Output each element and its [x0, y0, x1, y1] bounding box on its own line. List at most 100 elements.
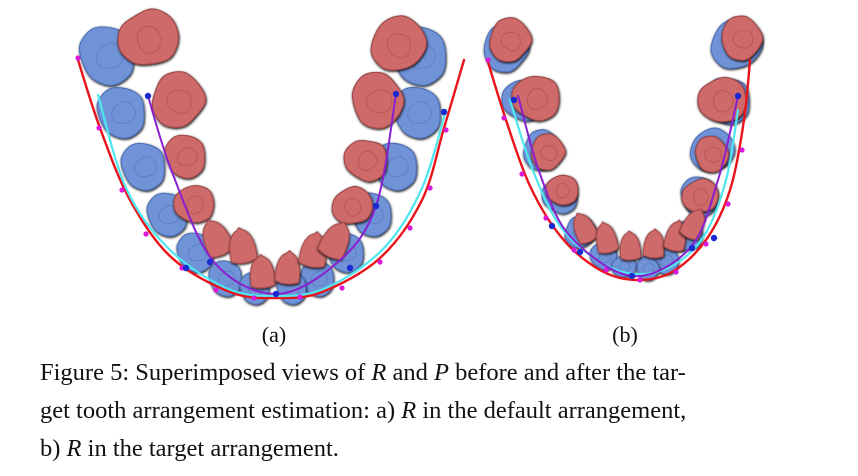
control-point-magenta	[673, 269, 679, 275]
control-point-magenta	[519, 171, 525, 177]
outer-arch-curve	[486, 58, 752, 282]
control-point-magenta	[339, 285, 345, 291]
control-point-magenta	[485, 57, 491, 63]
tooth-p-blue-groove	[218, 270, 236, 287]
tooth-r-red-groove	[386, 33, 411, 59]
tooth-r-red-groove	[712, 89, 734, 113]
figure	[75, 8, 764, 305]
tooth-p-blue	[96, 87, 145, 139]
control-point-magenta	[603, 267, 609, 273]
caption-text: in the target arrangement.	[81, 435, 339, 462]
subfigure-label-a: (a)	[261, 322, 287, 347]
dental-arch-figure	[75, 8, 764, 305]
tooth-r-incisor	[229, 227, 258, 264]
control-point-magenta	[96, 125, 102, 131]
tooth-p-blue-groove	[95, 42, 124, 69]
tooth-r-red	[531, 133, 566, 171]
caption-variable-R: R	[66, 435, 82, 462]
caption-text: in the default arrangement,	[416, 397, 687, 424]
tooth-r-incisor	[317, 221, 350, 260]
tooth-r-red-groove	[555, 183, 571, 199]
tooth-r-red-groove	[357, 150, 378, 171]
control-point-blue	[144, 92, 152, 100]
control-point-magenta	[637, 277, 643, 283]
tooth-r-red-groove	[526, 87, 549, 111]
tooth-p-blue-groove	[386, 156, 409, 178]
tooth-r-incisor	[573, 212, 599, 245]
control-point-magenta	[703, 241, 709, 247]
tooth-r-red	[370, 15, 427, 71]
tooth-r-incisor	[596, 221, 619, 254]
control-point-magenta	[213, 287, 219, 293]
control-point-blue	[272, 290, 280, 298]
tooth-r-red-groove	[344, 197, 362, 217]
control-point-magenta	[407, 225, 413, 231]
tooth-r-incisor	[249, 253, 276, 289]
tooth-r-red-groove	[732, 29, 754, 49]
control-point-magenta	[75, 55, 81, 61]
tooth-r-red	[489, 17, 533, 63]
control-point-magenta	[427, 185, 433, 191]
tooth-p-blue-groove	[111, 101, 136, 125]
tooth-r-incisor	[642, 228, 665, 259]
tooth-r-red-groove	[540, 145, 558, 162]
control-point-blue	[548, 222, 556, 230]
tooth-r-red	[721, 15, 764, 61]
tooth-r-red-groove	[176, 146, 198, 167]
tooth-r-incisor	[202, 219, 235, 258]
subfigure-label-b: (b)	[612, 322, 638, 347]
control-point-magenta	[297, 294, 303, 300]
control-point-magenta	[725, 201, 731, 207]
control-point-blue	[576, 248, 584, 256]
caption-line-1: Figure 5: Superimposed views of R and P …	[40, 354, 830, 392]
tooth-r-incisor	[274, 249, 301, 285]
caption-text: b)	[40, 435, 67, 462]
tooth-r-red-groove	[366, 89, 393, 114]
control-point-magenta	[377, 259, 383, 265]
caption-variable-P: P	[434, 359, 449, 386]
control-point-blue	[510, 96, 518, 104]
tooth-r-red	[697, 76, 747, 123]
control-point-magenta	[251, 295, 257, 301]
tooth-r-red-groove	[166, 89, 192, 115]
tooth-r-red-groove	[704, 146, 722, 163]
tooth-r-incisor	[619, 230, 642, 261]
control-point-magenta	[501, 115, 507, 121]
control-point-magenta	[143, 231, 149, 237]
control-point-blue	[182, 264, 190, 272]
tooth-r-red	[331, 185, 373, 225]
caption-text: and	[386, 359, 434, 386]
tooth-p-blue	[120, 142, 165, 191]
control-point-blue	[440, 108, 448, 116]
control-point-blue	[628, 272, 636, 280]
caption-variable-R: R	[401, 397, 417, 424]
control-point-blue	[688, 244, 696, 252]
control-point-magenta	[543, 215, 549, 221]
control-point-blue	[710, 234, 718, 242]
figure-caption: Figure 5: Superimposed views of R and P …	[40, 354, 830, 468]
tooth-r-red-groove	[186, 195, 205, 215]
tooth-p-blue-groove	[407, 101, 432, 125]
caption-line-3: b) R in the target arrangement.	[40, 430, 830, 468]
caption-text: before and after the tar-	[448, 359, 686, 386]
tooth-r-red	[173, 185, 215, 224]
panel-a-default-arrangement	[75, 8, 466, 305]
control-point-magenta	[119, 187, 125, 193]
control-point-blue	[734, 92, 742, 100]
caption-line-2: get tooth arrangement estimation: a) R i…	[40, 392, 830, 430]
control-point-blue	[206, 258, 214, 266]
tooth-p-blue-groove	[187, 243, 207, 262]
control-point-blue	[346, 264, 354, 272]
control-point-blue	[372, 202, 380, 210]
control-point-magenta	[443, 127, 449, 133]
tooth-p-blue-groove	[310, 270, 328, 287]
tooth-r-red-groove	[500, 31, 521, 52]
tooth-p-blue-groove	[619, 260, 630, 273]
control-point-blue	[392, 90, 400, 98]
tooth-r-red	[151, 71, 207, 128]
cyan-arch-curve	[508, 98, 740, 276]
caption-text: get tooth arrangement estimation: a)	[40, 397, 402, 424]
tooth-r-red	[117, 8, 179, 66]
tooth-r-red-groove	[136, 25, 163, 54]
tooth-r-red-groove	[693, 188, 709, 206]
